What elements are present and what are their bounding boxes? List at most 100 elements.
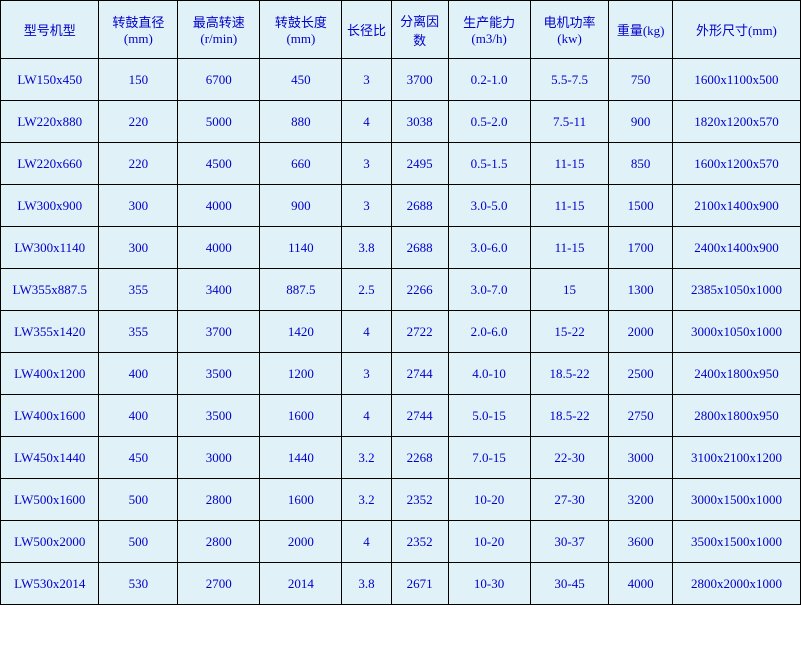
table-cell: 4500: [178, 143, 260, 185]
table-cell: LW355x1420: [1, 311, 99, 353]
table-cell: 450: [260, 59, 342, 101]
table-cell: 3: [342, 185, 391, 227]
table-cell: 880: [260, 101, 342, 143]
table-cell: 3700: [391, 59, 448, 101]
header-diameter: 转鼓直径(mm): [99, 1, 178, 59]
table-cell: 3.2: [342, 437, 391, 479]
table-cell: 4000: [178, 227, 260, 269]
table-row: LW220x8802205000880430380.5-2.07.5-11900…: [1, 101, 801, 143]
table-row: LW500x1600500280016003.2235210-2027-3032…: [1, 479, 801, 521]
table-cell: 2688: [391, 227, 448, 269]
table-cell: 2722: [391, 311, 448, 353]
header-ratio: 长径比: [342, 1, 391, 59]
header-separation: 分离因数: [391, 1, 448, 59]
table-cell: 400: [99, 395, 178, 437]
header-length: 转鼓长度(mm): [260, 1, 342, 59]
table-cell: 3: [342, 59, 391, 101]
header-dimensions: 外形尺寸(mm): [672, 1, 800, 59]
table-cell: 1440: [260, 437, 342, 479]
table-cell: 530: [99, 563, 178, 605]
table-cell: 1820x1200x570: [672, 101, 800, 143]
table-cell: 3.0-7.0: [448, 269, 530, 311]
table-header-row: 型号机型 转鼓直径(mm) 最高转速(r/min) 转鼓长度(mm) 长径比 分…: [1, 1, 801, 59]
table-cell: 27-30: [530, 479, 609, 521]
table-cell: 450: [99, 437, 178, 479]
table-cell: LW400x1600: [1, 395, 99, 437]
table-cell: LW300x1140: [1, 227, 99, 269]
table-cell: 2744: [391, 353, 448, 395]
table-row: LW400x160040035001600427445.0-1518.5-222…: [1, 395, 801, 437]
table-cell: LW500x2000: [1, 521, 99, 563]
table-cell: 1300: [609, 269, 672, 311]
table-cell: 18.5-22: [530, 395, 609, 437]
table-cell: 3000x1500x1000: [672, 479, 800, 521]
table-cell: 11-15: [530, 143, 609, 185]
table-row: LW500x2000500280020004235210-2030-373600…: [1, 521, 801, 563]
table-cell: 2.5: [342, 269, 391, 311]
table-cell: 7.0-15: [448, 437, 530, 479]
table-cell: 30-37: [530, 521, 609, 563]
table-cell: 2352: [391, 521, 448, 563]
table-cell: 3600: [609, 521, 672, 563]
table-row: LW530x2014530270020143.8267110-3030-4540…: [1, 563, 801, 605]
table-row: LW355x142035537001420427222.0-6.015-2220…: [1, 311, 801, 353]
table-cell: 3500: [178, 395, 260, 437]
table-row: LW220x6602204500660324950.5-1.511-158501…: [1, 143, 801, 185]
table-cell: 4: [342, 521, 391, 563]
table-cell: 1500: [609, 185, 672, 227]
table-cell: 3000: [609, 437, 672, 479]
table-cell: 2400x1800x950: [672, 353, 800, 395]
table-cell: 850: [609, 143, 672, 185]
table-cell: 2266: [391, 269, 448, 311]
table-cell: 1600x1100x500: [672, 59, 800, 101]
table-cell: 1700: [609, 227, 672, 269]
table-cell: 500: [99, 521, 178, 563]
table-cell: 3038: [391, 101, 448, 143]
table-cell: LW220x880: [1, 101, 99, 143]
table-cell: 2800: [178, 479, 260, 521]
table-cell: 660: [260, 143, 342, 185]
table-row: LW355x887.53553400887.52.522663.0-7.0151…: [1, 269, 801, 311]
table-cell: 3000: [178, 437, 260, 479]
table-cell: 3.2: [342, 479, 391, 521]
table-cell: 2800: [178, 521, 260, 563]
table-cell: 220: [99, 101, 178, 143]
table-cell: 2.0-6.0: [448, 311, 530, 353]
table-row: LW300x1140300400011403.826883.0-6.011-15…: [1, 227, 801, 269]
table-cell: 3000x1050x1000: [672, 311, 800, 353]
table-cell: 2500: [609, 353, 672, 395]
table-cell: 15: [530, 269, 609, 311]
table-cell: 300: [99, 227, 178, 269]
table-cell: 4000: [609, 563, 672, 605]
table-cell: 2400x1400x900: [672, 227, 800, 269]
table-cell: 0.2-1.0: [448, 59, 530, 101]
table-cell: 2385x1050x1000: [672, 269, 800, 311]
table-cell: 2495: [391, 143, 448, 185]
table-cell: 18.5-22: [530, 353, 609, 395]
table-cell: 11-15: [530, 227, 609, 269]
table-cell: 3500: [178, 353, 260, 395]
table-cell: 3.8: [342, 563, 391, 605]
table-cell: 2671: [391, 563, 448, 605]
table-cell: 355: [99, 311, 178, 353]
table-cell: 2750: [609, 395, 672, 437]
table-cell: 4: [342, 311, 391, 353]
table-cell: 900: [609, 101, 672, 143]
table-cell: LW530x2014: [1, 563, 99, 605]
table-cell: 3200: [609, 479, 672, 521]
table-cell: 900: [260, 185, 342, 227]
header-capacity: 生产能力(m3/h): [448, 1, 530, 59]
table-cell: 400: [99, 353, 178, 395]
header-speed: 最高转速(r/min): [178, 1, 260, 59]
table-cell: 0.5-1.5: [448, 143, 530, 185]
table-cell: 3: [342, 143, 391, 185]
table-cell: 2268: [391, 437, 448, 479]
table-cell: 2700: [178, 563, 260, 605]
table-cell: 887.5: [260, 269, 342, 311]
table-cell: 3500x1500x1000: [672, 521, 800, 563]
table-row: LW150x4501506700450337000.2-1.05.5-7.575…: [1, 59, 801, 101]
table-cell: 2800x2000x1000: [672, 563, 800, 605]
header-model: 型号机型: [1, 1, 99, 59]
table-cell: 3.0-6.0: [448, 227, 530, 269]
table-cell: 11-15: [530, 185, 609, 227]
